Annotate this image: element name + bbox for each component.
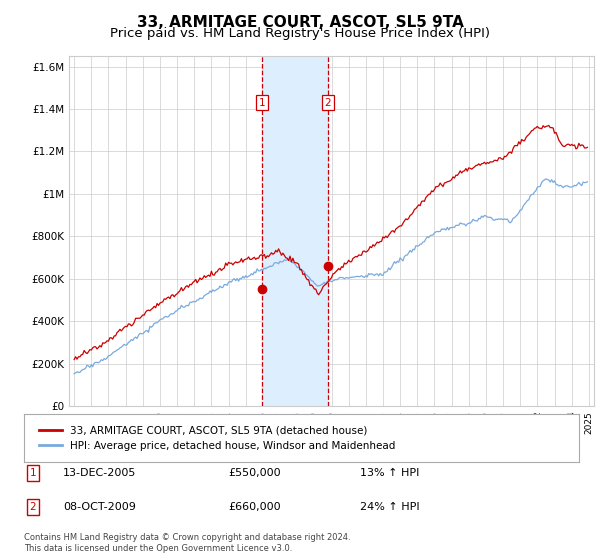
Legend: 33, ARMITAGE COURT, ASCOT, SL5 9TA (detached house), HPI: Average price, detache: 33, ARMITAGE COURT, ASCOT, SL5 9TA (deta… [35,422,400,455]
Text: 2: 2 [29,502,37,512]
Text: 24% ↑ HPI: 24% ↑ HPI [360,502,419,512]
Bar [589,56,594,406]
Text: Price paid vs. HM Land Registry's House Price Index (HPI): Price paid vs. HM Land Registry's House … [110,27,490,40]
Text: 2: 2 [325,97,331,108]
Text: Contains HM Land Registry data © Crown copyright and database right 2024.
This d: Contains HM Land Registry data © Crown c… [24,533,350,553]
Text: £550,000: £550,000 [228,468,281,478]
Text: 1: 1 [259,97,265,108]
Text: 13% ↑ HPI: 13% ↑ HPI [360,468,419,478]
Bar [262,56,328,406]
Text: 08-OCT-2009: 08-OCT-2009 [63,502,136,512]
Text: £660,000: £660,000 [228,502,281,512]
Text: 13-DEC-2005: 13-DEC-2005 [63,468,136,478]
Text: 33, ARMITAGE COURT, ASCOT, SL5 9TA: 33, ARMITAGE COURT, ASCOT, SL5 9TA [137,15,463,30]
Text: 1: 1 [29,468,37,478]
